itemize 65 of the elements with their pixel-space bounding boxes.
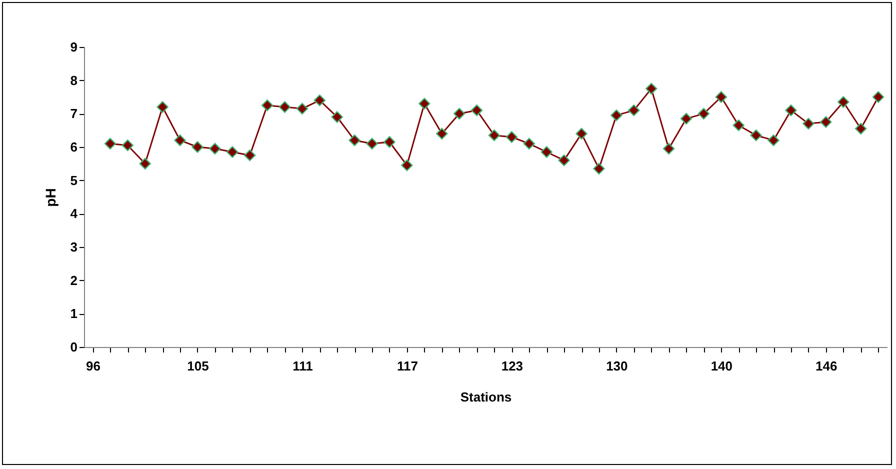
point — [278, 101, 291, 113]
x-tick-label: 105 — [187, 358, 209, 374]
point — [244, 149, 256, 162]
point — [628, 104, 640, 116]
point — [488, 129, 500, 142]
point — [453, 108, 466, 120]
point — [348, 134, 360, 146]
point — [384, 136, 396, 148]
point — [785, 104, 797, 116]
x-tick-label: 117 — [396, 358, 418, 374]
point — [715, 91, 728, 103]
y-tick-label: 6 — [70, 140, 78, 154]
y-tick-label: 2 — [70, 272, 78, 288]
x-tick-label: 123 — [501, 358, 524, 374]
point — [802, 118, 814, 130]
point — [122, 139, 134, 152]
point — [680, 112, 692, 125]
point — [296, 102, 308, 115]
point — [156, 101, 168, 113]
point — [576, 128, 588, 140]
y-tick-label: 3 — [70, 240, 78, 254]
point — [768, 134, 780, 146]
point — [558, 154, 570, 166]
y-tick-label: 0 — [70, 340, 78, 354]
point — [540, 146, 552, 158]
point — [226, 146, 238, 158]
point — [506, 131, 518, 143]
point — [314, 94, 326, 106]
y-tick-label: 9 — [70, 40, 78, 54]
y-tick-label: 4 — [70, 206, 78, 222]
point — [104, 138, 116, 150]
x-tick-label: 130 — [606, 358, 628, 374]
x-tick-label: 111 — [292, 358, 313, 374]
y-tick-label: 8 — [70, 72, 78, 88]
y-tick-label: 1 — [70, 306, 78, 322]
x-tick-label: 96 — [86, 358, 100, 374]
point — [436, 128, 448, 140]
point — [750, 129, 762, 142]
point — [593, 162, 605, 175]
point — [662, 142, 675, 155]
point — [872, 91, 884, 103]
x-axis-title: Stations — [460, 390, 512, 404]
x-tick-label: 140 — [710, 358, 733, 374]
point — [698, 108, 710, 120]
point — [401, 159, 413, 172]
y-tick-label: 7 — [70, 106, 78, 122]
point — [418, 98, 430, 110]
point — [854, 122, 867, 135]
point — [645, 82, 658, 95]
point — [261, 99, 274, 112]
point — [732, 119, 744, 132]
point — [838, 96, 850, 108]
point — [820, 116, 832, 128]
point — [523, 138, 535, 150]
y-axis-title: pH — [42, 188, 58, 207]
point — [470, 104, 483, 116]
point — [209, 142, 221, 155]
point — [610, 109, 622, 122]
point — [366, 138, 378, 150]
point — [192, 141, 204, 153]
point — [139, 158, 151, 170]
x-tick-label: 146 — [816, 358, 838, 374]
point — [174, 134, 186, 146]
point — [331, 111, 343, 123]
y-tick-label: 5 — [70, 172, 78, 188]
